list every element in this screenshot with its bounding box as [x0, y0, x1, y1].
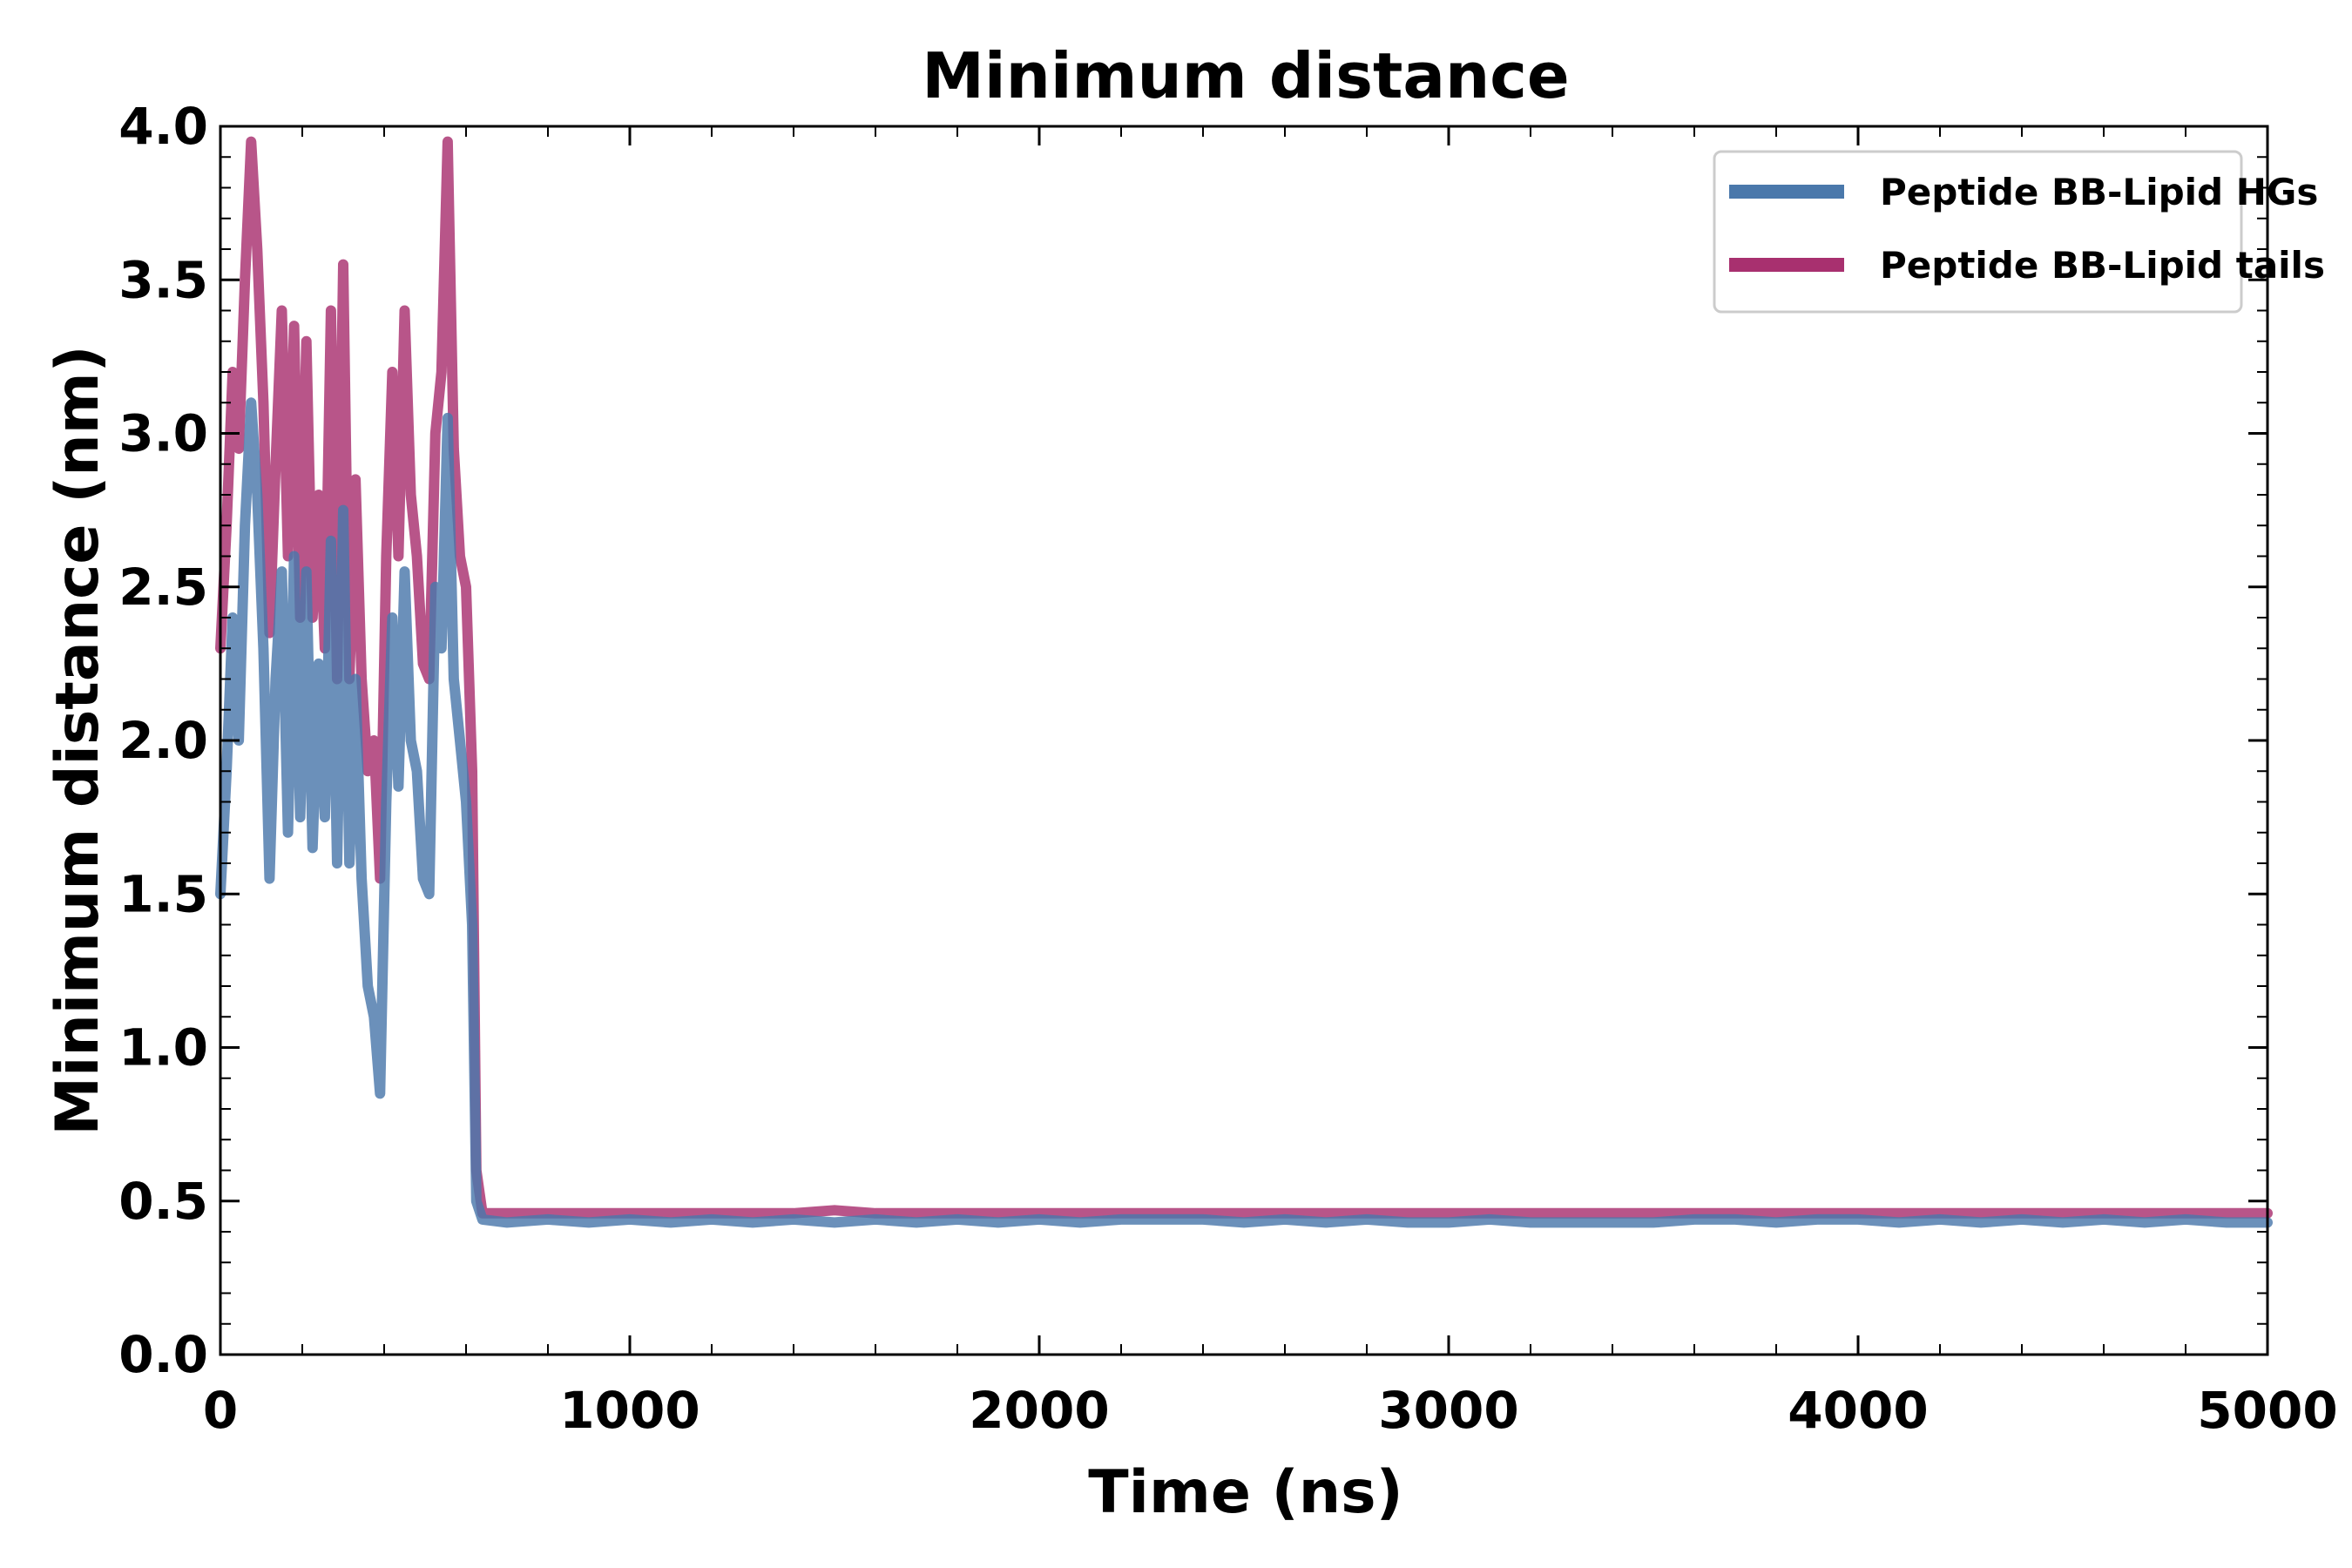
x-tick-label: 1000 [559, 1381, 700, 1440]
series-line-1 [215, 136, 2273, 1219]
ticks-layer: 0 1000 2000 3000 4000 5000 0.0 0.5 1.0 1.5 2.0 2.5 3… [118, 97, 2337, 1440]
y-tick-label: 1.0 [118, 1018, 208, 1078]
x-tick-label: 4000 [1788, 1381, 1928, 1440]
y-tick-label: 2.0 [118, 711, 208, 770]
x-axis-label: Time (ns) [1088, 1458, 1402, 1527]
legend-box [1713, 150, 2243, 314]
y-tick-label: 0.5 [118, 1172, 208, 1231]
y-tick-label: 1.5 [118, 864, 208, 923]
y-tick-label: 2.5 [118, 558, 208, 617]
y-tick-label: 4.0 [118, 97, 208, 156]
series-layer [215, 136, 2273, 1228]
x-tick-label: 0 [203, 1381, 238, 1440]
legend-label-1: Peptide BB-Lipid tails [1880, 244, 2325, 287]
legend: Peptide BB-Lipid HGs Peptide BB-Lipid tai… [1713, 150, 2325, 314]
x-tick-label: 2000 [969, 1381, 1109, 1440]
y-axis-label: Minimum distance (nm) [44, 345, 112, 1135]
legend-label-0: Peptide BB-Lipid HGs [1880, 171, 2318, 213]
plot-frame [219, 125, 2269, 1356]
y-tick-label: 3.0 [118, 404, 208, 463]
chart-title: Minimum distance [922, 39, 1569, 112]
x-tick-label: 5000 [2197, 1381, 2337, 1440]
series-line-0 [215, 397, 2273, 1228]
y-tick-label: 0.0 [118, 1325, 208, 1384]
x-tick-label: 3000 [1378, 1381, 1518, 1440]
y-tick-label: 3.5 [118, 250, 208, 309]
